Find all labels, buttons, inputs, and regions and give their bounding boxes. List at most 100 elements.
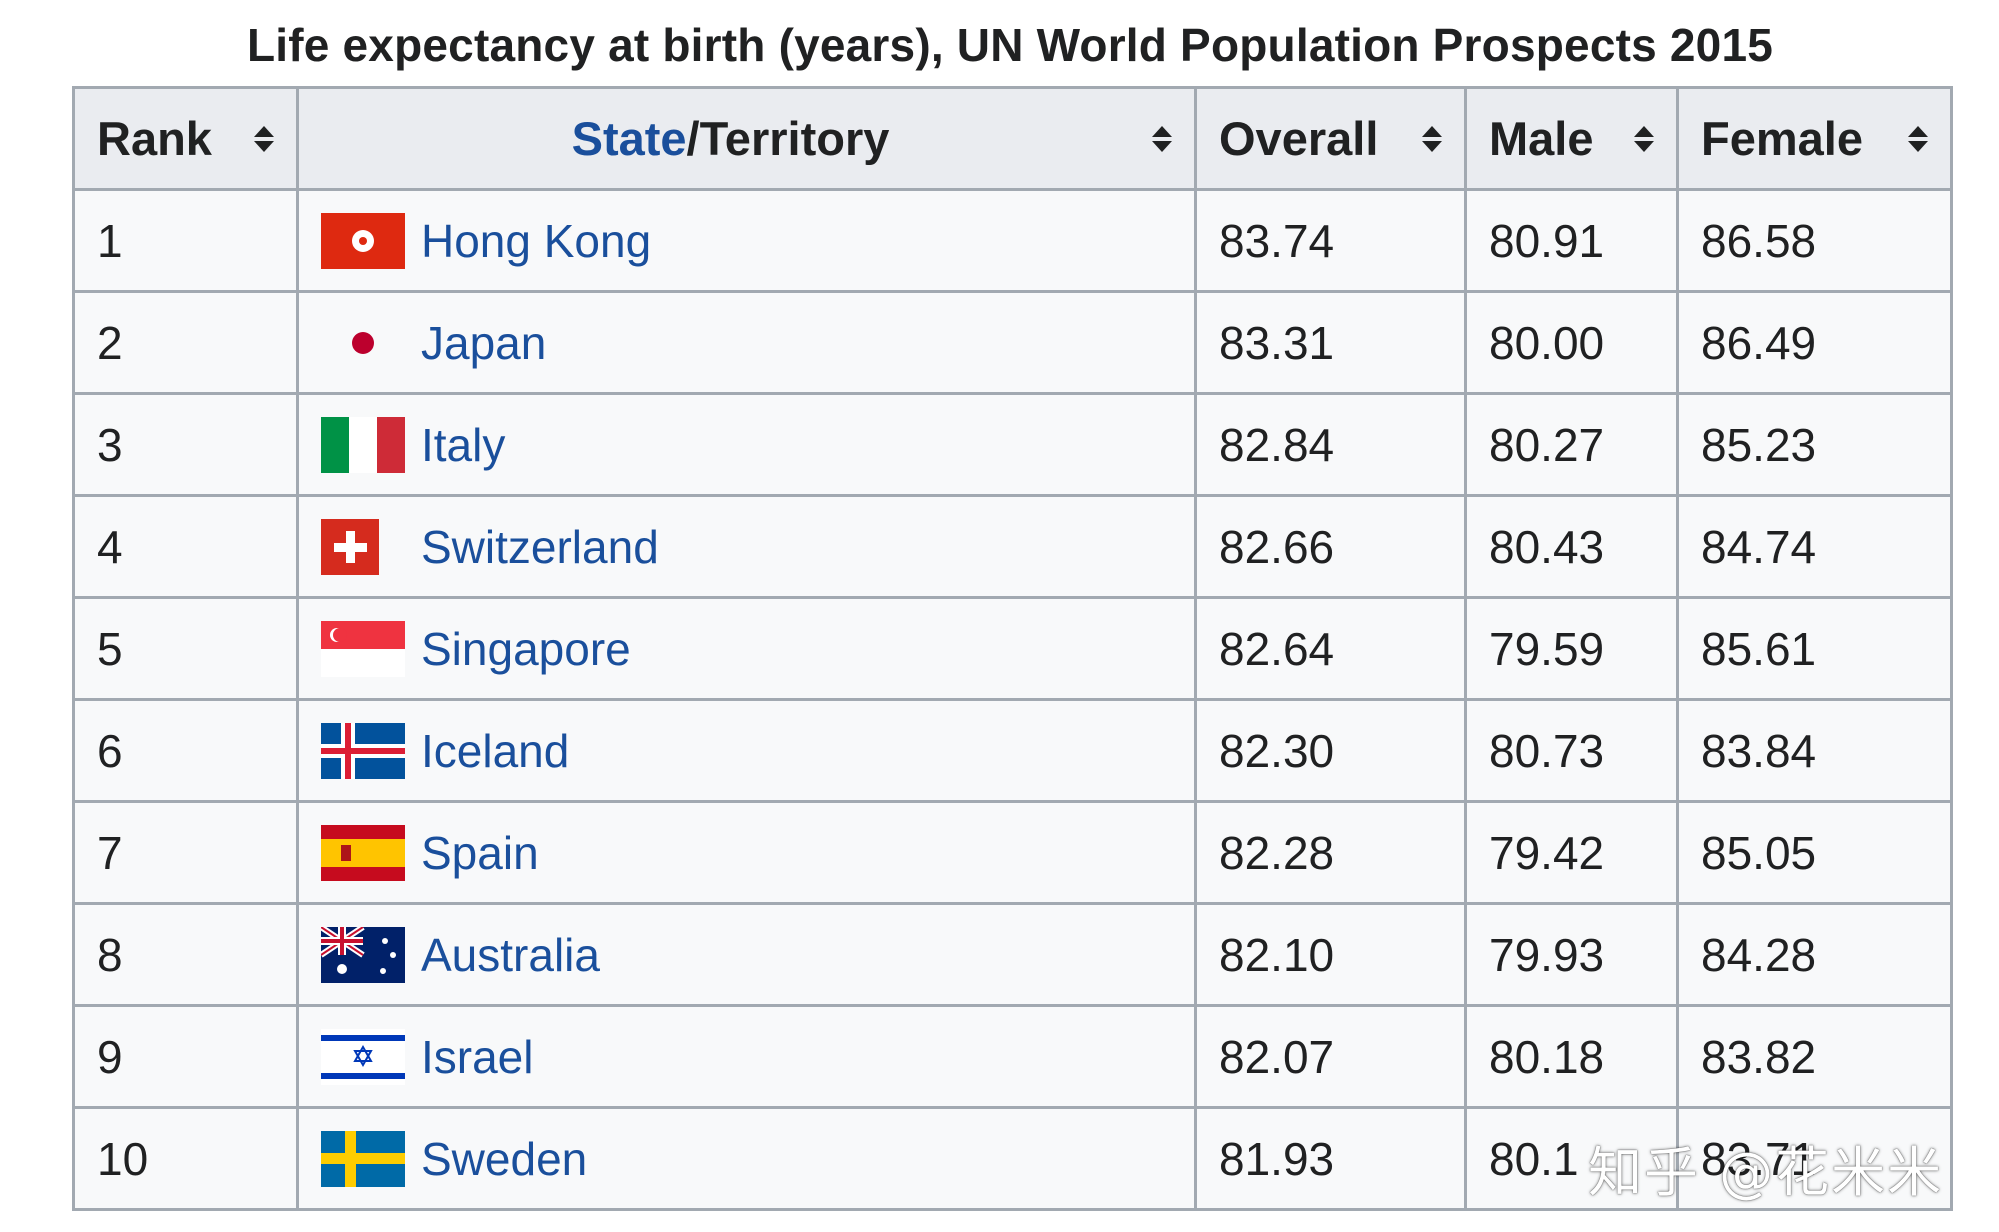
sort-icon[interactable]	[1908, 125, 1928, 152]
iceland-flag-icon	[321, 722, 405, 779]
female-cell: 83.84	[1676, 698, 1953, 803]
rank-cell: 4	[72, 494, 299, 599]
state-link[interactable]: Sweden	[421, 1132, 588, 1185]
overall-cell: 82.64	[1194, 596, 1467, 701]
rank-cell: 6	[72, 698, 299, 803]
sweden-flag-icon	[321, 1130, 405, 1187]
table-row: 10 Sweden 81.93 80.1 83.71	[72, 1106, 1953, 1211]
male-cell: 80.43	[1464, 494, 1679, 599]
state-link[interactable]: Hong Kong	[421, 214, 652, 267]
state-link[interactable]: Australia	[421, 928, 600, 981]
table-row: 2 Japan 83.31 80.00 86.49	[72, 290, 1953, 395]
female-cell: 83.82	[1676, 1004, 1953, 1109]
overall-cell: 82.30	[1194, 698, 1467, 803]
table-row: 8 Australia 82.10 79.93 84.28	[72, 902, 1953, 1007]
table-row: 7 Spain 82.28 79.42 85.05	[72, 800, 1953, 905]
female-cell: 85.61	[1676, 596, 1953, 701]
state-link[interactable]: Israel	[421, 1030, 534, 1083]
state-header[interactable]: State/Territory	[296, 86, 1197, 191]
overall-cell: 82.84	[1194, 392, 1467, 497]
table-caption: Life expectancy at birth (years), UN Wor…	[246, 19, 1774, 71]
female-cell: 86.49	[1676, 290, 1953, 395]
header-row: Rank State/Territory Overall	[72, 86, 1953, 191]
table-row: 9 Israel 82.07 80.18 83.82	[72, 1004, 1953, 1109]
hong-kong-flag-icon	[321, 212, 405, 269]
male-cell: 80.00	[1464, 290, 1679, 395]
male-cell: 80.18	[1464, 1004, 1679, 1109]
state-cell: Australia	[296, 902, 1197, 1007]
overall-header[interactable]: Overall	[1194, 86, 1467, 191]
overall-cell: 83.74	[1194, 188, 1467, 293]
male-cell: 79.59	[1464, 596, 1679, 701]
female-cell: 84.28	[1676, 902, 1953, 1007]
state-cell: Spain	[296, 800, 1197, 905]
state-cell: Switzerland	[296, 494, 1197, 599]
state-link[interactable]: Japan	[421, 316, 547, 369]
spain-flag-icon	[321, 824, 405, 881]
singapore-flag-icon	[321, 620, 405, 677]
female-header[interactable]: Female	[1676, 86, 1953, 191]
state-link[interactable]: Singapore	[421, 622, 631, 675]
female-cell: 83.71	[1676, 1106, 1953, 1211]
overall-cell: 81.93	[1194, 1106, 1467, 1211]
rank-header[interactable]: Rank	[72, 86, 299, 191]
state-header-link[interactable]: State	[571, 112, 687, 165]
overall-cell: 82.66	[1194, 494, 1467, 599]
rank-cell: 1	[72, 188, 299, 293]
female-cell: 85.05	[1676, 800, 1953, 905]
overall-cell: 83.31	[1194, 290, 1467, 395]
overall-cell: 82.10	[1194, 902, 1467, 1007]
female-cell: 84.74	[1676, 494, 1953, 599]
state-link[interactable]: Iceland	[421, 724, 570, 777]
state-cell: Japan	[296, 290, 1197, 395]
israel-flag-icon	[321, 1028, 405, 1085]
table-row: 5 Singapore 82.64 79.59 85.61	[72, 596, 1953, 701]
male-cell: 80.73	[1464, 698, 1679, 803]
japan-flag-icon	[321, 314, 405, 371]
rank-cell: 5	[72, 596, 299, 701]
australia-flag-icon	[321, 926, 405, 983]
male-cell: 80.27	[1464, 392, 1679, 497]
state-link[interactable]: Switzerland	[421, 520, 659, 573]
male-cell: 79.42	[1464, 800, 1679, 905]
male-header-label: Male	[1489, 112, 1594, 165]
overall-cell: 82.07	[1194, 1004, 1467, 1109]
sort-icon[interactable]	[1634, 125, 1654, 152]
male-cell: 80.1	[1464, 1106, 1679, 1211]
state-cell: Iceland	[296, 698, 1197, 803]
overall-cell: 82.28	[1194, 800, 1467, 905]
rank-cell: 10	[72, 1106, 299, 1211]
male-cell: 79.93	[1464, 902, 1679, 1007]
male-header[interactable]: Male	[1464, 86, 1679, 191]
state-cell: Sweden	[296, 1106, 1197, 1211]
rank-cell: 8	[72, 902, 299, 1007]
male-cell: 80.91	[1464, 188, 1679, 293]
rank-cell: 3	[72, 392, 299, 497]
watermark: 知乎 @花米米	[1588, 1141, 1944, 1204]
state-cell: Hong Kong	[296, 188, 1197, 293]
female-cell: 86.58	[1676, 188, 1953, 293]
table-row: 6 Iceland 82.30 80.73 83.84	[72, 698, 1953, 803]
state-link[interactable]: Italy	[421, 418, 506, 471]
state-cell: Israel	[296, 1004, 1197, 1109]
sort-icon[interactable]	[1152, 125, 1172, 152]
state-cell: Singapore	[296, 596, 1197, 701]
overall-header-label: Overall	[1219, 112, 1379, 165]
state-cell: Italy	[296, 392, 1197, 497]
female-header-label: Female	[1701, 112, 1863, 165]
italy-flag-icon	[321, 416, 405, 473]
sort-icon[interactable]	[1422, 125, 1442, 152]
rank-cell: 9	[72, 1004, 299, 1109]
rank-header-label: Rank	[97, 112, 212, 165]
rank-cell: 7	[72, 800, 299, 905]
rank-cell: 2	[72, 290, 299, 395]
state-header-label: /Territory	[686, 112, 890, 165]
table-row: 3 Italy 82.84 80.27 85.23	[72, 392, 1953, 497]
table-row: 1 Hong Kong 83.74 80.91 86.58	[72, 188, 1953, 293]
table-row: 4 Switzerland 82.66 80.43 84.74	[72, 494, 1953, 599]
switzerland-flag-icon	[321, 518, 405, 575]
life-expectancy-table: Rank State/Territory Overall	[72, 86, 1953, 1211]
sort-icon[interactable]	[254, 125, 274, 152]
state-link[interactable]: Spain	[421, 826, 539, 879]
female-cell: 85.23	[1676, 392, 1953, 497]
